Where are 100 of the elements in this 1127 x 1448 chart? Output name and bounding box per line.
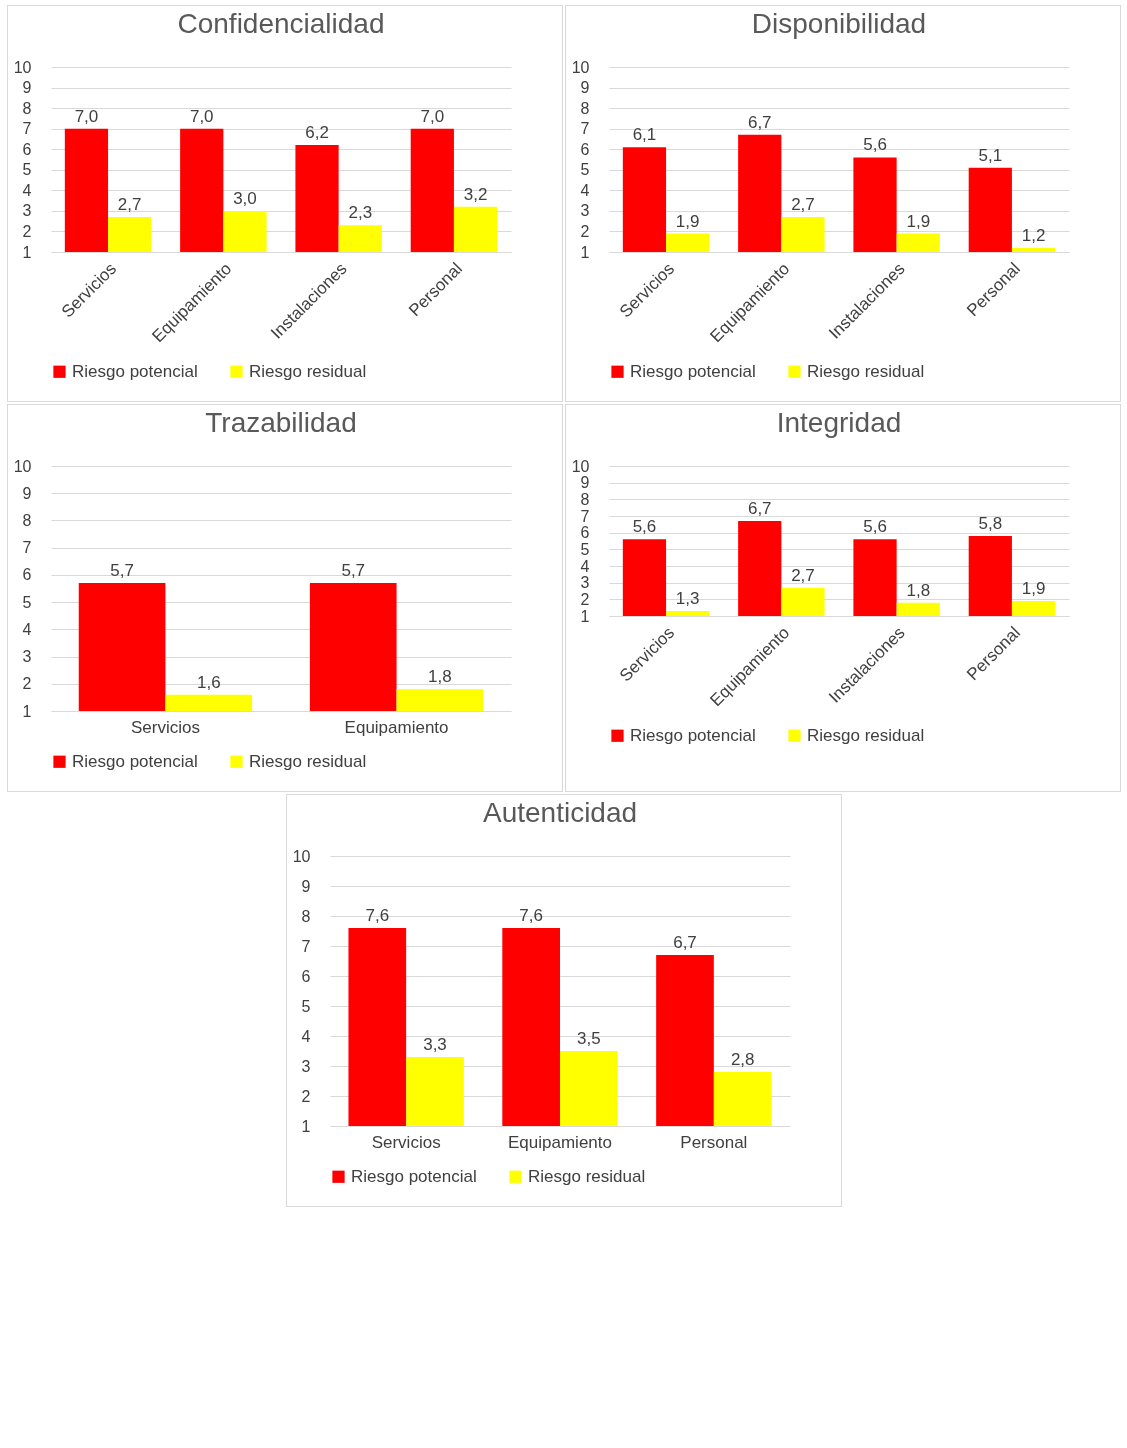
y-tick-label: 2	[22, 222, 32, 240]
legend-label: Riesgo potencial	[351, 1166, 477, 1186]
legend-label: Riesgo residual	[249, 751, 367, 771]
data-label: 2,3	[348, 203, 373, 223]
data-label: 5,7	[341, 561, 366, 581]
y-tick-label: 4	[301, 1027, 311, 1045]
y-tick-label: 5	[22, 161, 32, 179]
data-label: 3,5	[577, 1029, 601, 1048]
data-label: 7,0	[420, 106, 445, 126]
y-tick-label: 6	[22, 566, 32, 584]
x-tick-label: Equipamiento	[508, 1132, 612, 1152]
data-label: 7,6	[365, 906, 390, 925]
y-tick-label: 1	[22, 702, 32, 720]
y-tick-label: 5	[580, 540, 590, 558]
y-tick-label: 7	[22, 120, 32, 138]
y-tick-label: 7	[580, 507, 590, 525]
data-label: 6,7	[673, 933, 697, 952]
data-label: 6,1	[632, 125, 657, 145]
y-tick-label: 7	[301, 937, 311, 955]
y-tick-label: 6	[580, 140, 590, 158]
data-label: 2,8	[730, 1050, 755, 1069]
y-tick-label: 9	[22, 484, 32, 502]
y-tick-label: 5	[301, 997, 311, 1015]
data-label: 7,0	[189, 106, 214, 126]
y-tick-label: 7	[22, 539, 32, 557]
legend-label: Riesgo residual	[807, 361, 925, 381]
data-label: 1,8	[428, 667, 452, 687]
chart-title: Autenticidad	[482, 797, 638, 828]
y-tick-label: 10	[571, 58, 590, 76]
y-tick-label: 8	[580, 490, 590, 508]
data-label: 6,2	[305, 123, 329, 143]
y-tick-label: 10	[292, 847, 311, 865]
data-label: 3,0	[233, 188, 257, 208]
y-tick-label: 2	[580, 590, 590, 608]
y-tick-label: 8	[580, 99, 590, 117]
chart-title: Integridad	[776, 407, 902, 438]
data-label: 2,7	[791, 565, 815, 585]
data-label: 1,9	[1021, 579, 1046, 598]
chart-title: Confidencialidad	[177, 8, 385, 39]
y-tick-label: 9	[580, 79, 590, 97]
y-tick-label: 9	[301, 877, 311, 895]
legend-label: Riesgo potencial	[630, 361, 756, 381]
legend-label: Riesgo residual	[807, 725, 925, 745]
y-tick-label: 2	[580, 222, 590, 240]
y-tick-label: 6	[301, 967, 311, 985]
data-label: 1,8	[906, 580, 931, 600]
data-label: 1,9	[675, 211, 700, 231]
data-label: 1,6	[196, 672, 221, 692]
data-label: 5,1	[978, 145, 1003, 165]
y-tick-label: 10	[571, 457, 590, 475]
y-tick-label: 9	[22, 79, 32, 97]
data-label: 6,7	[747, 112, 772, 132]
y-tick-label: 3	[22, 648, 32, 666]
legend-label: Riesgo residual	[528, 1166, 646, 1186]
legend-label: Riesgo potencial	[630, 725, 756, 745]
y-tick-label: 6	[580, 524, 590, 542]
data-label: 2,7	[117, 195, 142, 215]
y-tick-label: 10	[13, 58, 32, 76]
y-tick-label: 8	[22, 99, 32, 117]
y-tick-label: 1	[580, 243, 590, 261]
data-label: 7,0	[74, 106, 99, 126]
data-label: 3,2	[463, 184, 488, 204]
y-tick-label: 3	[580, 202, 590, 220]
data-label: 5,8	[978, 514, 1003, 533]
y-tick-label: 5	[22, 593, 32, 611]
y-tick-label: 1	[301, 1117, 311, 1135]
data-label: 6,7	[747, 499, 772, 518]
x-tick-label: Servicios	[371, 1132, 441, 1152]
data-label: 7,6	[519, 906, 543, 925]
y-tick-label: 10	[13, 457, 32, 475]
y-tick-label: 8	[301, 907, 311, 925]
y-tick-label: 4	[22, 620, 32, 638]
chart-title: Trazabilidad	[205, 407, 357, 438]
y-tick-label: 4	[580, 557, 590, 575]
data-label: 1,2	[1021, 225, 1046, 245]
data-label: 1,3	[675, 589, 700, 608]
y-tick-label: 1	[580, 607, 590, 625]
y-tick-label: 9	[580, 474, 590, 492]
y-tick-label: 7	[580, 120, 590, 138]
y-tick-label: 4	[580, 181, 590, 199]
x-tick-label: Equipamiento	[344, 717, 449, 737]
y-tick-label: 6	[22, 140, 32, 158]
y-tick-label: 5	[580, 161, 590, 179]
y-tick-label: 4	[22, 181, 32, 199]
y-tick-label: 8	[22, 511, 32, 529]
chart-title: Disponibilidad	[751, 8, 927, 39]
x-tick-label: Servicios	[130, 717, 200, 737]
legend-label: Riesgo residual	[249, 361, 367, 381]
y-tick-label: 2	[22, 675, 32, 693]
data-label: 5,6	[632, 517, 657, 537]
y-tick-label: 3	[580, 574, 590, 592]
data-label: 3,3	[423, 1035, 447, 1054]
legend-label: Riesgo potencial	[72, 751, 198, 771]
data-label: 2,7	[791, 195, 815, 215]
data-label: 5,6	[863, 517, 887, 537]
data-label: 1,9	[906, 211, 931, 231]
data-label: 5,7	[110, 561, 134, 581]
y-tick-label: 2	[301, 1087, 311, 1105]
data-label: 5,6	[863, 135, 887, 155]
y-tick-label: 1	[22, 243, 32, 261]
